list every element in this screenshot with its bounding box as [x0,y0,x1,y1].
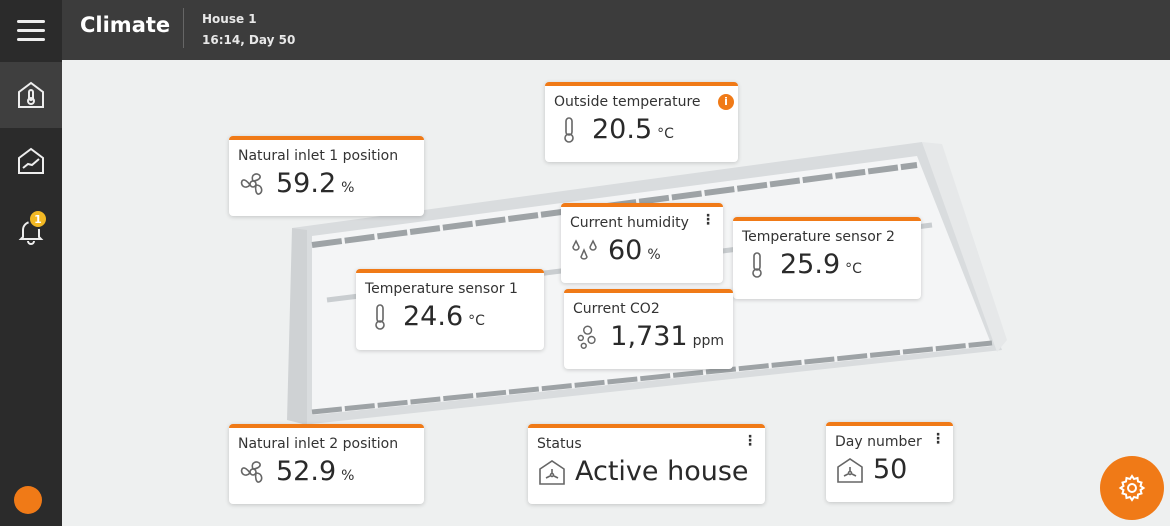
current-humidity-card[interactable]: Current humidity ⋮ 60% [561,203,723,283]
page-title: Climate [80,13,171,37]
info-icon[interactable]: i [718,94,734,110]
natural-inlet-1-card[interactable]: Natural inlet 1 position 59.2% [229,136,424,216]
outside-temperature-card[interactable]: Outside temperature i 20.5 °C [545,82,738,162]
house-chart-icon [18,147,44,174]
more-options-icon[interactable]: ⋮ [931,431,945,447]
avatar[interactable] [14,486,42,514]
gear-icon [1118,474,1146,502]
temperature-sensor-1-card[interactable]: Temperature sensor 1 24.6 °C [356,269,544,350]
sidebar-item-climate[interactable] [0,62,62,128]
house-name: House 1 [202,12,257,26]
divider [183,8,184,48]
natural-inlet-2-card[interactable]: Natural inlet 2 position 52.9% [229,424,424,504]
sidebar: 1 [0,0,62,526]
settings-button[interactable] [1100,456,1164,520]
droplets-icon [572,238,597,260]
temperature-sensor-2-card[interactable]: Temperature sensor 2 25.9 °C [733,217,921,299]
status-card[interactable]: Status ⋮ Active house [528,424,765,504]
house-fan-icon [837,457,863,483]
time-day: 16:14, Day 50 [202,33,296,47]
bubbles-icon [577,325,596,349]
thermometer-icon [564,116,574,143]
alarm-count-badge: 1 [28,209,48,229]
house-thermometer-icon [18,81,44,108]
thermometer-icon [375,303,385,330]
sidebar-item-alarms[interactable] [0,198,62,264]
more-options-icon[interactable]: ⋮ [701,212,715,228]
day-number-card[interactable]: Day number ⋮ 50 [826,422,953,502]
house-fan-icon [539,459,565,485]
menu-icon[interactable] [0,0,62,60]
more-options-icon[interactable]: ⋮ [743,433,757,449]
current-co2-card[interactable]: Current CO2 1,731 ppm [564,289,733,369]
fan-icon [240,460,263,483]
fan-icon [240,172,263,195]
header: Climate House 1 16:14, Day 50 [62,0,1170,60]
thermometer-icon [752,251,762,278]
sidebar-item-graphs[interactable] [0,128,62,194]
